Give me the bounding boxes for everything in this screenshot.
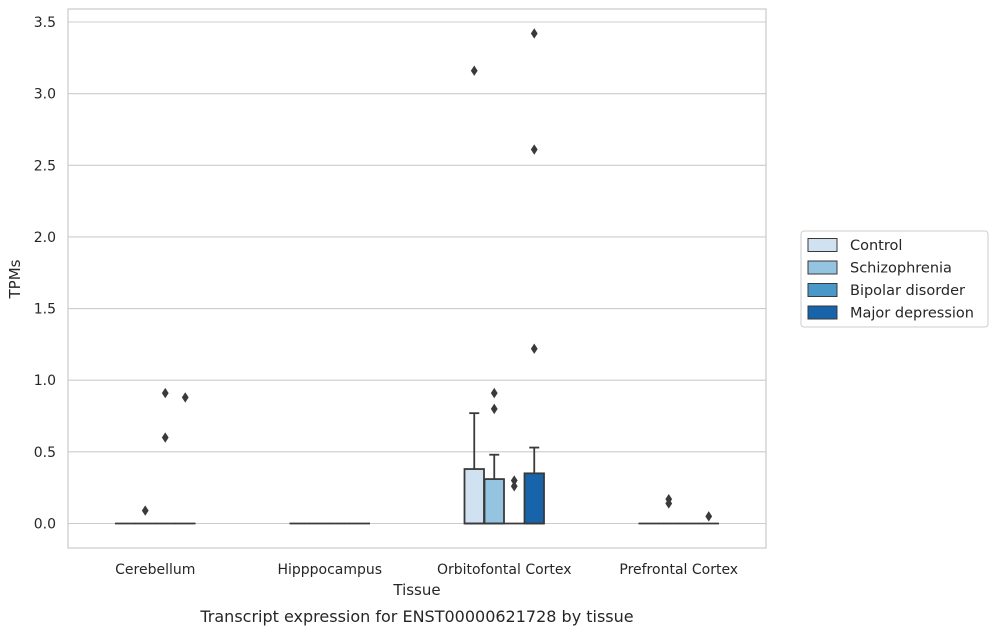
box-0-1	[135, 505, 156, 525]
legend-label: Control	[850, 238, 902, 254]
y-axis-label: TPMs	[6, 259, 24, 299]
box-0-3	[175, 392, 196, 525]
outlier-point	[490, 403, 498, 415]
box-0-2	[155, 387, 176, 525]
legend-swatch	[807, 305, 838, 320]
legend-label: Major depression	[850, 306, 974, 322]
y-tick-label: 3.5	[34, 15, 56, 31]
x-tick-label: Orbitofontal Cortex	[437, 562, 572, 578]
box-body	[483, 478, 505, 525]
outlier-point	[490, 387, 498, 399]
legend-swatch	[807, 260, 838, 275]
outlier-point	[510, 475, 518, 486]
y-tick-label: 2.0	[34, 230, 56, 246]
legend: Control Schizophrenia Bipolar disorder Majo…	[800, 230, 989, 328]
x-tick-label: Prefrontal Cortex	[619, 562, 738, 578]
outlier-point	[530, 144, 538, 155]
outlier-point	[510, 481, 518, 492]
legend-swatch	[807, 283, 838, 297]
x-tick-label: Cerebellum	[115, 562, 195, 578]
outlier-point	[161, 387, 169, 399]
y-tick-label: 0.0	[34, 517, 56, 533]
box-body	[523, 472, 545, 525]
outlier-point	[530, 343, 538, 354]
box-3-1	[658, 493, 679, 525]
y-tick-label: 3.0	[34, 87, 56, 103]
box-body	[463, 468, 485, 525]
x-axis-label: Tissue	[392, 581, 440, 599]
outlier-point	[470, 65, 478, 76]
x-axis-ticks: Cerebellum Hipppocampus Orbitofontal Corte…	[115, 562, 738, 578]
box-plot-marks	[115, 28, 719, 525]
plot-area-frame	[67, 8, 767, 549]
box-3-3	[698, 511, 719, 525]
legend-swatch	[807, 238, 838, 252]
box-2-2	[504, 475, 525, 525]
legend-frame	[800, 230, 989, 328]
outlier-point	[705, 511, 713, 522]
outlier-point	[665, 493, 673, 505]
y-tick-label: 1.5	[34, 302, 56, 318]
box-2-3	[523, 28, 545, 525]
y-tick-label: 2.5	[34, 158, 56, 174]
outlier-point	[161, 432, 169, 443]
box-2-1	[483, 387, 505, 525]
y-tick-label: 0.5	[34, 445, 56, 461]
chart-caption: Transcript expression for ENST0000062172…	[199, 607, 633, 626]
outlier-point	[181, 392, 189, 403]
box-2-0	[463, 65, 485, 525]
y-tick-label: 1.0	[34, 373, 56, 389]
outlier-point	[141, 505, 149, 516]
x-tick-label: Hipppocampus	[277, 562, 382, 578]
legend-label: Schizophrenia	[850, 261, 952, 277]
gridlines	[68, 21, 766, 525]
y-axis-ticks: 0.0 0.5 1.0 1.5 2.0 2.5 3.0 3.5	[34, 15, 56, 533]
outlier-point	[530, 28, 538, 39]
legend-items: Control Schizophrenia Bipolar disorder Majo…	[807, 238, 974, 322]
legend-label: Bipolar disorder	[850, 283, 965, 299]
